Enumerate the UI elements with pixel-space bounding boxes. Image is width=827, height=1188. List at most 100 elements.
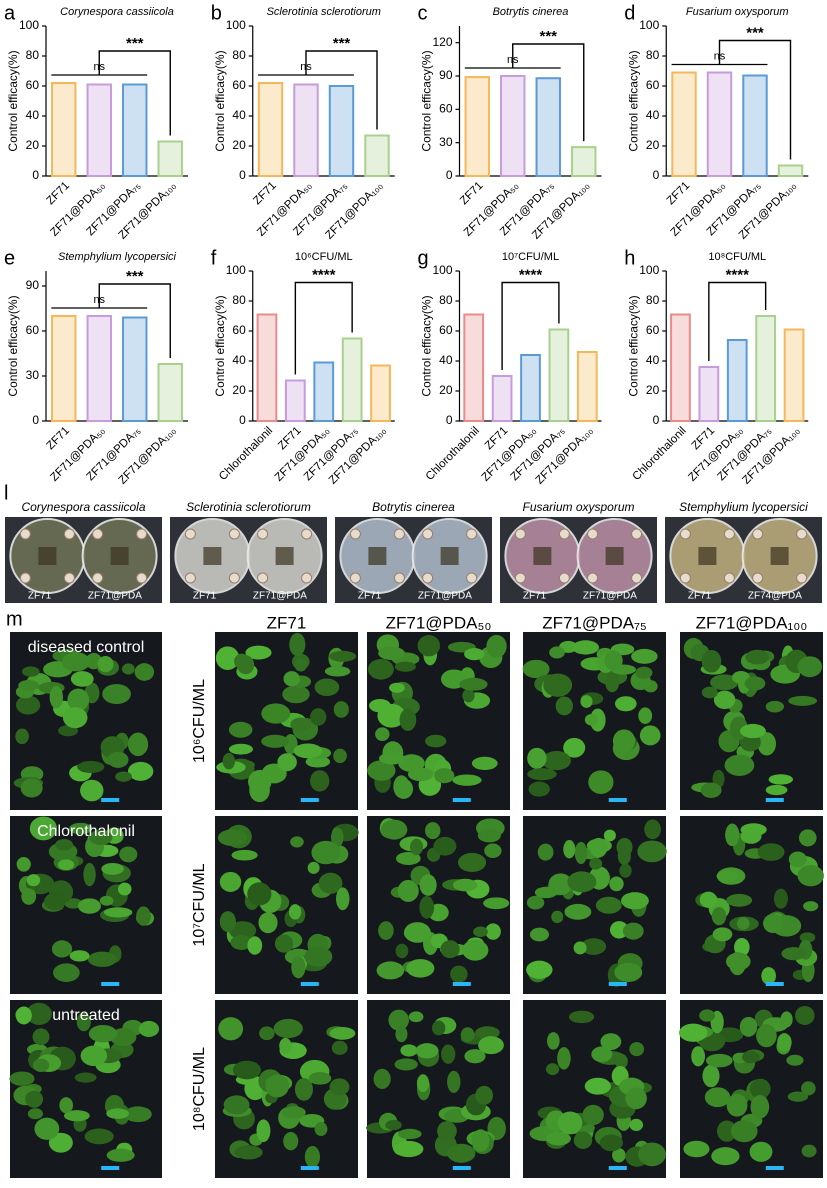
leaf <box>609 876 624 892</box>
leaf <box>580 695 593 708</box>
y-tick-label: 40 <box>232 353 246 367</box>
leaf <box>87 951 117 967</box>
leaf <box>549 646 565 659</box>
chart-title: Stemphylium lycopersici <box>58 251 177 263</box>
leaf <box>289 632 306 657</box>
leaf <box>333 748 347 764</box>
leaf <box>290 717 312 732</box>
scale-marker <box>452 798 471 802</box>
leaf <box>32 1058 50 1073</box>
leaf <box>106 1148 135 1162</box>
leaf <box>711 1147 740 1166</box>
leaf <box>545 1063 560 1076</box>
disc <box>723 572 735 584</box>
leaf <box>318 872 343 894</box>
leaf <box>803 901 819 912</box>
leaf <box>740 828 762 844</box>
bar <box>51 315 77 422</box>
y-tick-label: 0 <box>239 413 246 427</box>
leaf <box>425 734 447 748</box>
leaf <box>15 1006 32 1025</box>
control-label: untreated <box>52 1007 120 1024</box>
disc <box>587 572 599 584</box>
control-label: Chlorothalonil <box>37 823 135 840</box>
bar <box>370 364 391 422</box>
bar <box>313 361 335 422</box>
inoculum <box>698 547 717 565</box>
bar <box>364 134 390 177</box>
leaf <box>781 947 806 961</box>
leaf <box>542 750 571 771</box>
leaf <box>644 819 661 840</box>
bar <box>51 82 77 177</box>
disc <box>631 528 643 540</box>
leaf <box>459 677 488 691</box>
leaf <box>447 1070 461 1093</box>
leaf <box>543 673 573 697</box>
plate-label: ZF71@PDA <box>253 591 307 602</box>
leaf <box>712 927 733 942</box>
plate-label: ZF71 <box>358 591 382 602</box>
disc <box>349 572 361 584</box>
y-tick-label: 20 <box>439 383 453 397</box>
disc <box>19 572 31 584</box>
y-tick-label: 60 <box>646 323 660 337</box>
plate-title: Stemphylium lycopersici <box>679 500 808 514</box>
significance-label: *** <box>539 28 557 45</box>
bar <box>257 82 284 177</box>
disc <box>92 572 104 584</box>
leaf <box>27 1108 44 1120</box>
leaf <box>138 1020 160 1038</box>
leaf <box>599 1134 623 1152</box>
leaf <box>293 743 323 759</box>
leaf <box>765 700 784 713</box>
leaf <box>704 1087 731 1108</box>
leaf <box>730 1120 758 1143</box>
leaf <box>749 1078 771 1099</box>
disc <box>63 528 75 540</box>
y-axis-label: Control efficacy(%) <box>626 295 640 396</box>
bar <box>122 316 148 422</box>
leaf <box>742 1051 760 1064</box>
leaf <box>768 774 794 785</box>
leaf <box>484 843 502 858</box>
leaf <box>400 1044 418 1057</box>
leaf <box>731 670 750 684</box>
leaf <box>378 646 405 661</box>
leaf <box>631 648 658 664</box>
scale-marker <box>765 798 784 802</box>
leaf <box>591 1046 613 1063</box>
disc <box>349 528 361 540</box>
leaf <box>314 678 340 697</box>
y-axis-label: Control efficacy(%) <box>6 50 20 151</box>
leaf <box>305 756 331 768</box>
leaf <box>705 1053 733 1068</box>
leaf <box>329 1027 356 1040</box>
leaf <box>70 671 94 687</box>
leaf <box>486 634 507 658</box>
significance-label: **** <box>312 266 336 283</box>
leaf <box>103 907 133 918</box>
leaf <box>794 1005 815 1025</box>
leaf <box>765 784 788 796</box>
leaf <box>219 911 236 933</box>
inoculum <box>770 547 789 565</box>
leaf <box>773 888 788 909</box>
disc <box>257 528 269 540</box>
leaf <box>373 1068 391 1090</box>
leaf <box>589 837 608 858</box>
leaf <box>537 843 554 861</box>
leaf <box>739 1016 758 1037</box>
leaf <box>101 862 124 875</box>
leaf <box>247 882 272 906</box>
row-label: 10⁶CFU/ML <box>191 679 208 763</box>
leaf <box>716 1120 737 1142</box>
leaf <box>377 703 406 728</box>
disc <box>301 528 313 540</box>
leaf <box>460 1027 475 1043</box>
leaf <box>763 913 784 934</box>
leaf <box>134 663 155 681</box>
y-tick-label: 30 <box>26 368 40 382</box>
bar <box>341 337 363 422</box>
